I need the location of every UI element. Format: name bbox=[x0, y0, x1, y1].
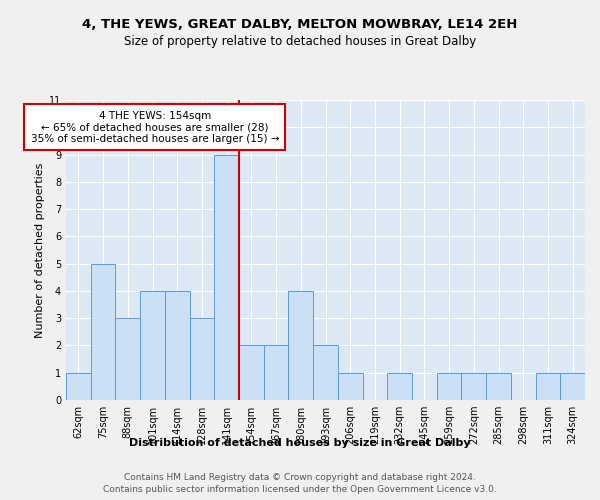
Text: Contains public sector information licensed under the Open Government Licence v3: Contains public sector information licen… bbox=[103, 485, 497, 494]
Bar bbox=[214, 154, 239, 400]
Bar bbox=[338, 372, 362, 400]
Bar bbox=[91, 264, 115, 400]
Bar bbox=[165, 291, 190, 400]
Bar bbox=[140, 291, 165, 400]
Bar bbox=[66, 372, 91, 400]
Bar bbox=[560, 372, 585, 400]
Bar bbox=[437, 372, 461, 400]
Bar bbox=[387, 372, 412, 400]
Bar bbox=[115, 318, 140, 400]
Bar bbox=[264, 346, 289, 400]
Bar bbox=[536, 372, 560, 400]
Bar bbox=[461, 372, 486, 400]
Text: Size of property relative to detached houses in Great Dalby: Size of property relative to detached ho… bbox=[124, 35, 476, 48]
Bar bbox=[313, 346, 338, 400]
Bar bbox=[190, 318, 214, 400]
Text: Contains HM Land Registry data © Crown copyright and database right 2024.: Contains HM Land Registry data © Crown c… bbox=[124, 472, 476, 482]
Y-axis label: Number of detached properties: Number of detached properties bbox=[35, 162, 45, 338]
Bar bbox=[486, 372, 511, 400]
Text: 4 THE YEWS: 154sqm
← 65% of detached houses are smaller (28)
35% of semi-detache: 4 THE YEWS: 154sqm ← 65% of detached hou… bbox=[31, 110, 279, 144]
Text: Distribution of detached houses by size in Great Dalby: Distribution of detached houses by size … bbox=[129, 438, 471, 448]
Bar bbox=[239, 346, 264, 400]
Text: 4, THE YEWS, GREAT DALBY, MELTON MOWBRAY, LE14 2EH: 4, THE YEWS, GREAT DALBY, MELTON MOWBRAY… bbox=[82, 18, 518, 30]
Bar bbox=[289, 291, 313, 400]
